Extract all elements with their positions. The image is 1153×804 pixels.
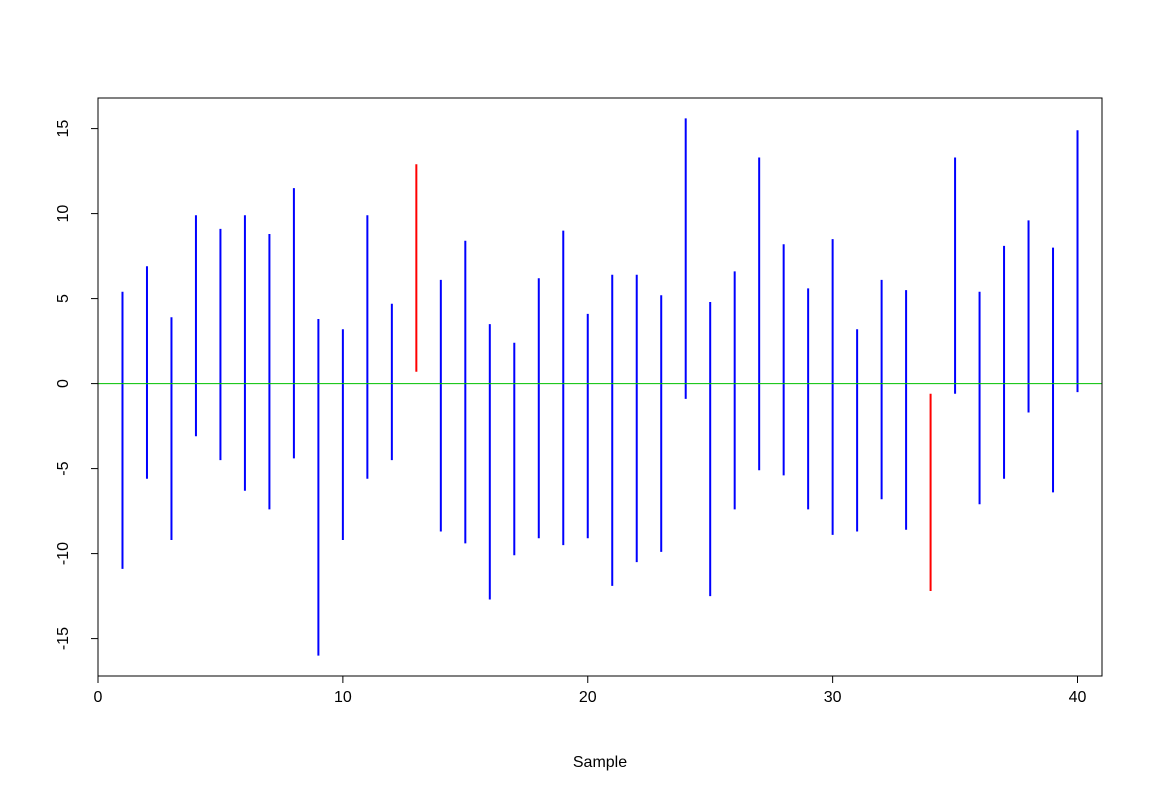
plot-frame xyxy=(97,97,1103,677)
x-tick-label: 0 xyxy=(94,689,103,706)
y-tick-label: 15 xyxy=(55,120,72,138)
x-axis: 0 10 20 30 40 xyxy=(94,675,1087,706)
x-tick-label: 30 xyxy=(824,689,842,706)
y-tick-label: -10 xyxy=(55,542,72,565)
y-tick-label: 10 xyxy=(55,205,72,223)
y-axis: -15 -10 -5 0 5 10 15 xyxy=(55,120,99,650)
y-tick-label: -15 xyxy=(55,627,72,650)
x-tick-label: 40 xyxy=(1069,689,1087,706)
y-tick-label: 0 xyxy=(55,379,72,388)
y-tick-label: -5 xyxy=(55,461,72,475)
y-tick-label: 5 xyxy=(55,294,72,303)
x-axis-label: Sample xyxy=(573,754,627,771)
x-tick-label: 20 xyxy=(579,689,597,706)
x-tick-label: 10 xyxy=(334,689,352,706)
interval-marks xyxy=(98,118,1102,656)
